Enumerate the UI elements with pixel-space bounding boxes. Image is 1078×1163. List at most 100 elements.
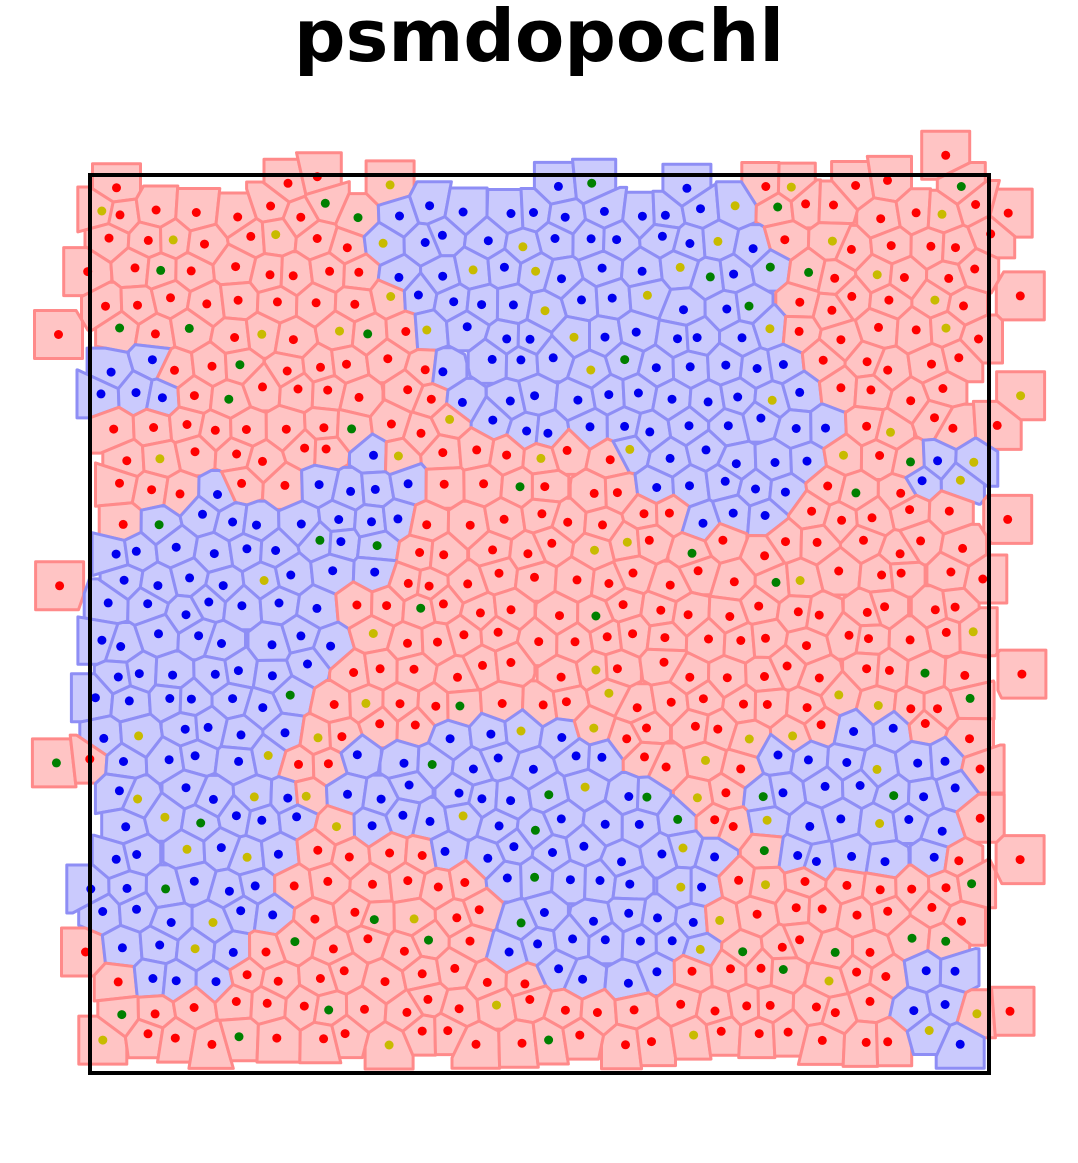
site-dot-red bbox=[289, 881, 299, 891]
site-dot-green bbox=[161, 884, 171, 894]
site-dot-red bbox=[420, 365, 430, 375]
site-dot-yellow bbox=[591, 665, 601, 675]
site-dot-blue bbox=[449, 297, 459, 307]
site-dot-yellow bbox=[689, 1030, 699, 1040]
site-dot-red bbox=[612, 488, 622, 498]
site-dot-blue bbox=[312, 603, 322, 613]
site-markers bbox=[51, 150, 1027, 1050]
site-dot-blue bbox=[652, 967, 662, 977]
site-dot-yellow bbox=[168, 235, 178, 245]
site-dot-red bbox=[433, 882, 443, 892]
site-dot-blue bbox=[186, 694, 196, 704]
site-dot-blue bbox=[721, 360, 731, 370]
site-dot-blue bbox=[438, 271, 448, 281]
site-dot-blue bbox=[458, 207, 468, 217]
site-dot-yellow bbox=[458, 811, 468, 821]
site-dot-blue bbox=[190, 751, 200, 761]
site-dot-blue bbox=[224, 886, 234, 896]
site-dot-yellow bbox=[580, 782, 590, 792]
site-dot-blue bbox=[506, 796, 516, 806]
site-dot-red bbox=[884, 295, 894, 305]
site-dot-red bbox=[417, 1026, 427, 1036]
site-dot-red bbox=[807, 506, 817, 516]
site-dot-blue bbox=[720, 476, 730, 486]
site-dot-blue bbox=[283, 793, 293, 803]
site-dot-red bbox=[1015, 855, 1025, 865]
site-dot-blue bbox=[685, 481, 694, 491]
site-dot-green bbox=[920, 668, 930, 678]
site-dot-blue bbox=[258, 703, 268, 713]
site-dot-red bbox=[101, 301, 110, 311]
site-dot-blue bbox=[919, 792, 929, 802]
site-dot-green bbox=[889, 791, 899, 801]
site-dot-blue bbox=[682, 183, 692, 193]
site-dot-red bbox=[288, 335, 298, 345]
site-dot-red bbox=[329, 700, 339, 709]
site-dot-red bbox=[410, 720, 420, 730]
site-dot-red bbox=[795, 297, 805, 307]
site-dot-red bbox=[454, 1004, 464, 1014]
site-dot-yellow bbox=[182, 844, 192, 854]
site-dot-red bbox=[992, 420, 1002, 430]
site-dot-blue bbox=[122, 883, 132, 893]
site-dot-red bbox=[380, 977, 390, 987]
site-dot-red bbox=[439, 550, 449, 560]
site-dot-red bbox=[342, 243, 352, 253]
site-dot-blue bbox=[165, 694, 175, 703]
site-dot-blue bbox=[651, 363, 661, 373]
site-dot-red bbox=[1003, 514, 1013, 524]
site-dot-yellow bbox=[257, 329, 267, 339]
site-dot-red bbox=[479, 479, 489, 489]
site-dot-red bbox=[728, 822, 738, 831]
site-dot-blue bbox=[369, 450, 378, 460]
site-dot-red bbox=[726, 964, 735, 974]
site-dot-blue bbox=[811, 857, 821, 866]
site-dot-red bbox=[875, 451, 885, 460]
site-dot-red bbox=[283, 178, 293, 188]
site-dot-blue bbox=[98, 907, 108, 916]
site-dot-red bbox=[237, 478, 247, 488]
site-dot-yellow bbox=[190, 944, 200, 954]
site-dot-red bbox=[497, 699, 507, 708]
site-dot-red bbox=[883, 1037, 893, 1047]
site-dot-blue bbox=[367, 821, 377, 831]
site-dot-blue bbox=[685, 362, 695, 372]
site-dot-red bbox=[951, 243, 960, 253]
site-dot-red bbox=[875, 885, 885, 895]
site-dot-red bbox=[560, 1005, 570, 1015]
site-dot-red bbox=[232, 449, 242, 459]
site-dot-yellow bbox=[968, 627, 978, 637]
site-dot-blue bbox=[586, 234, 596, 244]
site-dot-green bbox=[117, 1010, 127, 1020]
site-dot-red bbox=[424, 581, 434, 591]
site-dot-blue bbox=[367, 517, 376, 527]
site-dot-blue bbox=[836, 814, 846, 824]
site-dot-red bbox=[109, 424, 119, 434]
site-dot-blue bbox=[314, 480, 324, 490]
site-dot-green bbox=[455, 701, 465, 711]
site-dot-red bbox=[488, 545, 498, 555]
site-dot-red bbox=[210, 425, 220, 435]
site-dot-red bbox=[729, 577, 739, 587]
site-dot-yellow bbox=[271, 230, 281, 240]
site-dot-blue bbox=[121, 822, 131, 832]
site-dot-yellow bbox=[384, 1040, 394, 1050]
site-dot-red bbox=[880, 602, 890, 612]
site-dot-blue bbox=[132, 850, 142, 859]
site-dot-blue bbox=[888, 723, 898, 733]
site-dot-blue bbox=[493, 753, 503, 763]
site-dot-green bbox=[907, 933, 917, 943]
site-dot-blue bbox=[119, 757, 128, 766]
site-dot-blue bbox=[577, 295, 586, 305]
site-dot-blue bbox=[579, 841, 589, 851]
site-dot-yellow bbox=[1016, 391, 1026, 401]
site-dot-yellow bbox=[675, 262, 685, 272]
site-dot-red bbox=[465, 520, 475, 530]
site-dot-red bbox=[736, 636, 746, 645]
site-dot-red bbox=[628, 629, 638, 639]
site-dot-red bbox=[948, 423, 958, 433]
site-dot-blue bbox=[803, 755, 813, 765]
site-dot-blue bbox=[296, 519, 306, 529]
site-dot-red bbox=[189, 391, 199, 401]
site-dot-red bbox=[905, 635, 915, 645]
